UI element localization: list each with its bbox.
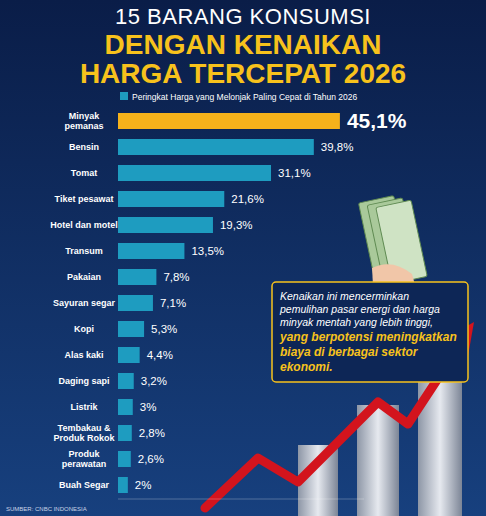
- category-label: Tiket pesawat: [55, 194, 114, 204]
- category-label: Transum: [65, 246, 103, 256]
- annotation: Kenaikan ini mencerminkanpemulihan pasar…: [279, 290, 440, 328]
- value-label: 7,1%: [160, 297, 186, 309]
- text-line: Listrik: [70, 402, 98, 412]
- value-label: 5,3%: [151, 323, 177, 335]
- value-label: 2,6%: [138, 453, 164, 465]
- text-line: Buah Segar: [59, 480, 110, 490]
- category-label: Tembakau &Produk Rokok: [53, 423, 115, 443]
- bar: [118, 269, 156, 285]
- text-line: Bensin: [69, 142, 99, 152]
- category-label: Pakaian: [67, 272, 101, 282]
- text-line: Tomat: [71, 168, 97, 178]
- text-line: perawatan: [62, 459, 107, 469]
- category-label: Tomat: [71, 168, 97, 178]
- category-label: Sayuran segar: [53, 298, 116, 308]
- category-label: Daging sapi: [58, 376, 109, 386]
- value-label: 3%: [140, 401, 157, 413]
- text-line: Transum: [65, 246, 103, 256]
- text-line: ekonomi.: [280, 360, 333, 374]
- subtitle: DENGAN KENAIKANHARGA TERCEPAT 2026: [80, 29, 406, 89]
- text-line: pemanas: [64, 121, 103, 131]
- text-line: Minyak: [69, 111, 101, 121]
- legend: Peringkat Harga yang Melonjak Paling Cep…: [120, 92, 358, 102]
- value-label: 7,8%: [163, 271, 189, 283]
- category-label: Listrik: [70, 402, 98, 412]
- title: 15 BARANG KONSUMSI: [115, 4, 371, 29]
- category-label: Minyakpemanas: [64, 111, 103, 131]
- category-label: Bensin: [69, 142, 99, 152]
- category-label: Hotel dan motel: [50, 220, 118, 230]
- decoration: [205, 192, 474, 516]
- bar: [118, 139, 314, 155]
- legend-swatch: [120, 92, 128, 100]
- text-line: Produk: [68, 449, 100, 459]
- text-line: yang berpotensi meningkatkan: [279, 330, 457, 344]
- page: {"chart_data": { "type": "bar", "orienta…: [0, 0, 486, 516]
- text-line: Tembakau &: [58, 423, 111, 433]
- axis-line: [118, 499, 364, 500]
- bar: [118, 113, 340, 129]
- value-label: 31,1%: [278, 167, 311, 179]
- value-label: 39,8%: [321, 141, 354, 153]
- value-label: 2,8%: [139, 427, 165, 439]
- bar: [118, 191, 224, 207]
- bar: [118, 243, 184, 259]
- text-line: Tiket pesawat: [55, 194, 114, 204]
- text-line: Hotel dan motel: [50, 220, 118, 230]
- value-label: 2%: [135, 479, 152, 491]
- text-line: Daging sapi: [58, 376, 109, 386]
- annotation: yang berpotensi meningkatkanbiaya di ber…: [279, 330, 457, 374]
- text-line: pemulihan pasar energi dan harga: [279, 303, 440, 315]
- value-label: 45,1%: [347, 109, 407, 132]
- text-line: Kenaikan ini mencerminkan: [280, 290, 409, 302]
- category-label: Kopi: [74, 324, 94, 334]
- value-label: 3,2%: [141, 375, 167, 387]
- category-label: Alas kaki: [64, 350, 103, 360]
- annotation-box: [272, 282, 468, 382]
- bar: [118, 295, 153, 311]
- text-line: biaya di berbagai sektor: [280, 345, 419, 359]
- text-line: HARGA TERCEPAT 2026: [80, 58, 406, 89]
- value-label: 19,3%: [220, 219, 253, 231]
- value-label: 21,6%: [231, 193, 264, 205]
- bar: [118, 347, 140, 363]
- bar: [118, 373, 134, 389]
- value-label: 13,5%: [191, 245, 224, 257]
- text-line: minyak mentah yang lebih tinggi,: [280, 316, 433, 328]
- bar: [118, 399, 133, 415]
- bar: [118, 451, 131, 467]
- text-line: DENGAN KENAIKAN: [105, 29, 382, 60]
- chart-svg: 15 BARANG KONSUMSIDENGAN KENAIKANHARGA T…: [0, 0, 486, 516]
- bar: [118, 477, 128, 493]
- bar: [118, 217, 213, 233]
- background: [0, 0, 486, 516]
- text-line: Alas kaki: [64, 350, 103, 360]
- category-label: Produkperawatan: [62, 449, 107, 469]
- bar: [118, 165, 271, 181]
- text-line: Kopi: [74, 324, 94, 334]
- text-line: Pakaian: [67, 272, 101, 282]
- category-label: Buah Segar: [59, 480, 110, 490]
- text-line: Produk Rokok: [53, 433, 115, 443]
- value-label: 4,4%: [147, 349, 173, 361]
- source: SUMBER: CNBC INDONESIA: [6, 506, 87, 512]
- legend-text: Peringkat Harga yang Melonjak Paling Cep…: [132, 92, 358, 102]
- bar: [118, 321, 144, 337]
- bar: [118, 425, 132, 441]
- text-line: Sayuran segar: [53, 298, 116, 308]
